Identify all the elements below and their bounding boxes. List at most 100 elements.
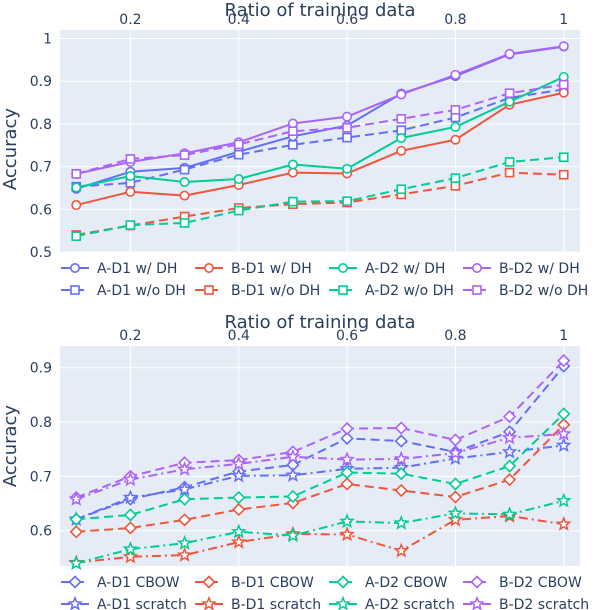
y-axis-title: Accuracy: [0, 405, 21, 488]
legend-marker: [338, 285, 348, 295]
series-line: [75, 444, 564, 521]
legend-item: A-D1 CBOW: [61, 575, 180, 591]
data-point: [230, 455, 247, 471]
y-tick-label: 0.6: [30, 202, 52, 218]
data-point: [394, 467, 408, 481]
legend-item: A-D1 w/ DH: [61, 261, 177, 277]
y-tick-label: 0.7: [30, 469, 52, 485]
data-point: [394, 483, 408, 498]
data-point: [558, 41, 569, 52]
legend-label: B-D1 w/ DH: [231, 261, 312, 277]
y-tick-label: 1: [43, 32, 52, 48]
data-point: [125, 154, 136, 164]
legend-label: A-D2 scratch: [365, 597, 455, 610]
legend-item: B-D1 scratch: [195, 595, 321, 610]
legend-label: B-D2 scratch: [499, 597, 589, 610]
series-line: [75, 433, 564, 501]
data-point: [176, 481, 193, 497]
data-point: [558, 87, 569, 98]
data-point: [71, 200, 82, 211]
data-point: [71, 169, 82, 179]
data-point: [232, 502, 246, 517]
series-line: [76, 91, 564, 207]
data-point: [230, 467, 247, 483]
legend-item: B-D1 w/o DH: [195, 283, 320, 299]
data-point: [342, 132, 352, 143]
data-point: [555, 437, 572, 453]
legend-marker: [70, 285, 80, 295]
data-point: [342, 196, 352, 206]
data-point: [285, 448, 301, 464]
y-tick-label: 0.5: [30, 245, 52, 261]
data-point: [288, 140, 298, 150]
data-point: [122, 489, 139, 505]
legend-marker: [335, 595, 351, 610]
data-point: [450, 121, 461, 132]
x-tick-label: 1: [559, 12, 568, 28]
data-point: [230, 523, 247, 539]
data-point: [286, 489, 300, 504]
legend-label: B-D2 CBOW: [499, 575, 582, 591]
data-point: [450, 69, 461, 80]
data-point: [450, 181, 461, 191]
legend-item: B-D1 w/ DH: [195, 261, 312, 277]
x-axis-title: Ratio of training data: [224, 0, 415, 21]
data-point: [447, 505, 464, 520]
legend-item: B-D2 CBOW: [463, 575, 582, 591]
data-point: [285, 527, 301, 543]
data-point: [342, 122, 352, 133]
legend-item: B-D2 w/o DH: [463, 283, 588, 299]
chart-bottom: Ratio of training data Accuracy 0.2 0.4 0.…: [0, 312, 589, 610]
data-point: [501, 506, 518, 522]
data-point: [71, 182, 82, 193]
data-point: [176, 546, 193, 562]
legend-marker: [471, 262, 482, 273]
legend-marker: [204, 285, 214, 295]
legend-label: B-D1 w/o DH: [231, 283, 320, 299]
legend-item: B-D1 CBOW: [195, 575, 314, 591]
legend-label: B-D2 w/o DH: [499, 283, 588, 299]
data-point: [176, 461, 193, 476]
legend-item: A-D2 CBOW: [329, 575, 448, 591]
data-point: [396, 184, 407, 195]
data-point: [501, 429, 518, 445]
data-point: [339, 513, 355, 529]
legend-marker: [472, 285, 482, 295]
data-point: [396, 89, 407, 100]
data-point: [176, 534, 193, 550]
legend-item: A-D1 scratch: [61, 595, 187, 610]
data-point: [448, 477, 463, 491]
data-point: [122, 540, 139, 556]
data-point: [502, 459, 517, 473]
series-line: [75, 359, 565, 499]
x-tick-label: 0.8: [444, 12, 466, 28]
y-tick-label: 0.6: [30, 524, 52, 540]
legend-item: A-D2 w/ DH: [329, 261, 445, 277]
legend-item: A-D2 scratch: [329, 595, 455, 610]
legend-marker: [336, 575, 350, 589]
data-point: [287, 159, 298, 170]
legend-marker: [202, 575, 216, 589]
data-point: [179, 164, 190, 175]
data-point: [233, 139, 244, 150]
data-point: [288, 126, 298, 136]
x-tick-label: 0.2: [119, 12, 141, 28]
data-point: [557, 354, 571, 368]
data-point: [394, 434, 408, 448]
plot-area: [60, 30, 580, 252]
series-line: [75, 365, 565, 521]
chart-top: Ratio of training data Accuracy 0.2 0.4 0.…: [0, 0, 588, 299]
data-point: [177, 513, 192, 527]
data-point: [447, 450, 464, 466]
legend-label: B-D2 w/ DH: [499, 261, 580, 277]
x-tick-label: 0.2: [119, 328, 141, 344]
data-point: [68, 490, 85, 506]
x-tick-label: 0.4: [228, 328, 250, 344]
data-point: [230, 533, 247, 549]
data-point: [501, 443, 518, 459]
legend-label: B-D1 scratch: [231, 597, 321, 610]
data-point: [504, 96, 515, 107]
legend-marker: [469, 595, 485, 610]
data-point: [448, 490, 463, 504]
data-point: [342, 163, 353, 174]
